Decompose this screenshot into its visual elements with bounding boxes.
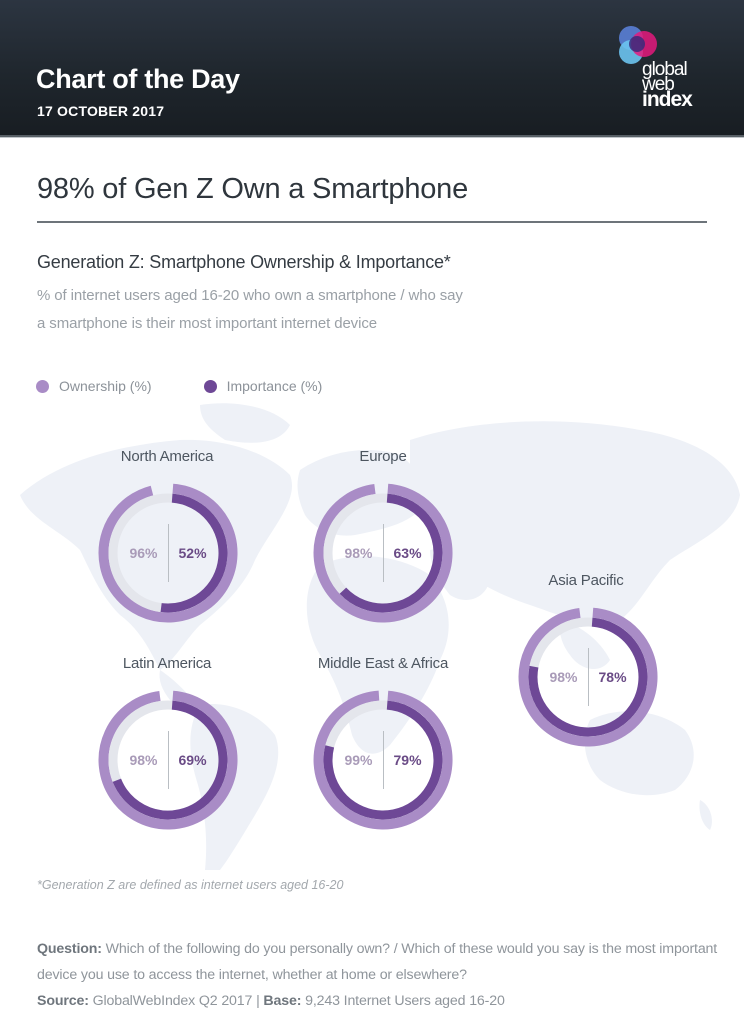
ownership-value: 98% xyxy=(549,669,578,685)
header-title: Chart of the Day xyxy=(36,64,240,94)
donut-europe: 98% 63% xyxy=(313,483,453,623)
donut-chart-svg xyxy=(518,607,658,747)
ownership-value: 98% xyxy=(344,545,373,561)
value-divider xyxy=(382,524,384,582)
donut-values: 98% 63% xyxy=(313,483,453,623)
title-divider xyxy=(37,221,707,223)
footnote: *Generation Z are defined as internet us… xyxy=(37,878,344,892)
importance-value: 63% xyxy=(393,545,422,561)
legend-item-importance: Importance (%) xyxy=(203,378,323,394)
donut-chart-svg xyxy=(98,483,238,623)
value-divider xyxy=(167,731,169,789)
region-label-latin-america: Latin America xyxy=(122,655,212,672)
question-text: Which of the following do you personally… xyxy=(37,941,718,983)
header-divider xyxy=(0,135,744,138)
logo-circles-icon xyxy=(619,26,657,64)
donut-latin-america: 98% 69% xyxy=(98,690,238,830)
chart-legend: Ownership (%) Importance (%) xyxy=(36,376,374,396)
value-divider xyxy=(167,524,169,582)
source-text: GlobalWebIndex Q2 2017 | xyxy=(88,993,264,1009)
question-label: Question: xyxy=(37,941,102,957)
ownership-dot-icon xyxy=(36,379,49,393)
question-source-block: Question: Which of the following do you … xyxy=(37,936,727,1014)
globalwebindex-logo: global web index xyxy=(610,20,720,120)
donut-values: 98% 69% xyxy=(98,690,238,830)
region-label-north-america: North America xyxy=(120,448,214,465)
donut-chart-svg xyxy=(98,690,238,830)
chart-description-line1: % of internet users aged 16-20 who own a… xyxy=(37,287,463,304)
importance-value: 52% xyxy=(178,545,207,561)
header-banner: Chart of the Day 17 OCTOBER 2017 global … xyxy=(0,0,744,138)
donut-chart-svg xyxy=(313,690,453,830)
value-divider xyxy=(587,648,589,706)
donut-values: 99% 79% xyxy=(313,690,453,830)
importance-dot-icon xyxy=(203,379,217,393)
base-label: Base: xyxy=(263,993,302,1009)
region-label-middle-east-africa: Middle East & Africa xyxy=(317,655,449,672)
chart-subtitle: Generation Z: Smartphone Ownership & Imp… xyxy=(37,252,451,272)
legend-label-ownership: Ownership (%) xyxy=(59,378,152,394)
chart-description-line2: a smartphone is their most important int… xyxy=(37,315,377,332)
value-divider xyxy=(382,731,384,789)
page-title: 98% of Gen Z Own a Smartphone xyxy=(37,173,469,205)
donut-middle-east-africa: 99% 79% xyxy=(313,690,453,830)
region-label-asia-pacific: Asia Pacific xyxy=(548,572,624,589)
donut-chart-svg xyxy=(313,483,453,623)
ownership-value: 99% xyxy=(344,752,373,768)
donut-values: 96% 52% xyxy=(98,483,238,623)
importance-value: 78% xyxy=(598,669,627,685)
legend-label-importance: Importance (%) xyxy=(226,378,323,394)
region-label-europe: Europe xyxy=(359,448,407,465)
logo-wordmark: global web index xyxy=(642,59,693,111)
donut-values: 98% 78% xyxy=(518,607,658,747)
source-label: Source: xyxy=(37,993,89,1009)
base-text: 9,243 Internet Users aged 16-20 xyxy=(301,993,505,1009)
donut-north-america: 96% 52% xyxy=(98,483,238,623)
logo-line-web: web xyxy=(642,74,675,95)
importance-value: 79% xyxy=(393,752,422,768)
importance-value: 69% xyxy=(178,752,207,768)
logo-line-index: index xyxy=(642,88,693,111)
ownership-value: 96% xyxy=(129,545,158,561)
logo-line-global: global xyxy=(642,59,688,80)
header-date: 17 OCTOBER 2017 xyxy=(37,103,165,119)
legend-item-ownership: Ownership (%) xyxy=(36,378,152,394)
ownership-value: 98% xyxy=(129,752,158,768)
donut-asia-pacific: 98% 78% xyxy=(518,607,658,747)
